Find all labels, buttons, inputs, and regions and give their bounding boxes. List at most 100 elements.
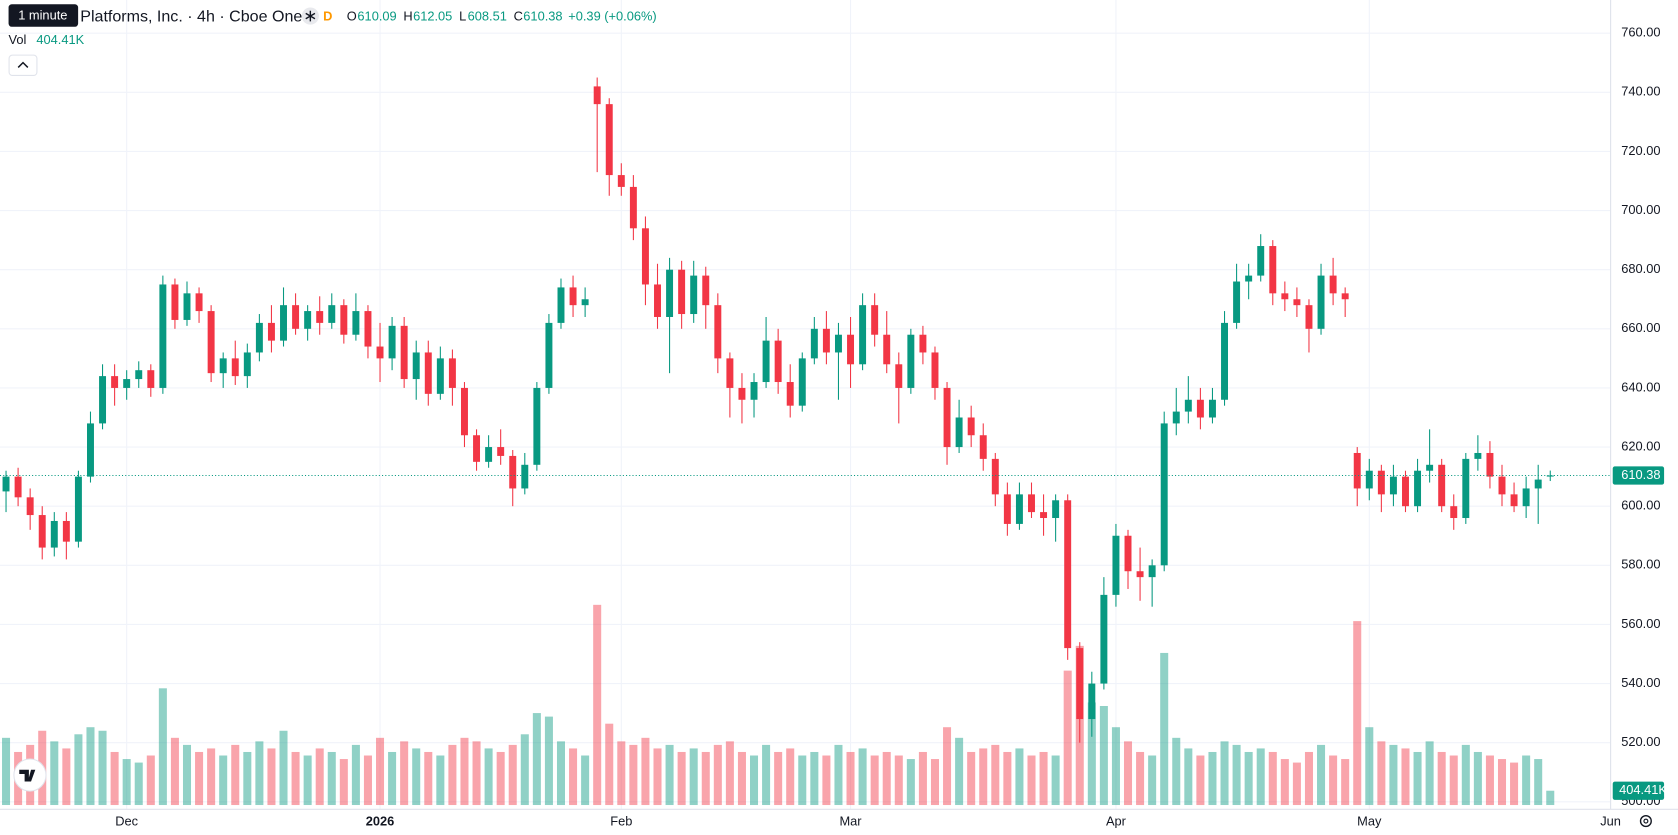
volume-bar (991, 744, 1000, 806)
volume-bar (665, 744, 674, 806)
candle-body (931, 352, 939, 388)
volume-bar (943, 727, 952, 806)
y-tick-label: 540.00 (1621, 675, 1660, 690)
candle-body (304, 311, 312, 329)
volume-bar (1534, 759, 1543, 806)
candle-body (352, 311, 360, 335)
candle-body (231, 358, 239, 377)
candle-body (545, 322, 553, 388)
candle-body (195, 293, 203, 312)
candle-body (376, 346, 384, 359)
volume-bar (2, 737, 11, 806)
volume-bar (1473, 751, 1482, 806)
x-tick-label: Dec (115, 814, 138, 829)
candle-body (1305, 305, 1313, 329)
candle-body (243, 352, 251, 377)
candle-body (1498, 476, 1506, 495)
volume-bar (725, 741, 734, 806)
candle-body (26, 497, 34, 516)
volume-bar (1136, 751, 1145, 806)
x-tick-label: May (1357, 814, 1382, 829)
settings-icon[interactable] (1639, 815, 1652, 828)
candle-body (1064, 500, 1072, 649)
logo-glyph (19, 769, 36, 782)
volume-bar (327, 751, 336, 806)
volume-bar (508, 744, 517, 806)
candle-body (485, 447, 493, 462)
candle-body (557, 287, 565, 323)
candle-body (74, 476, 82, 542)
candle-body (1438, 464, 1446, 507)
ohlc-value: 610.09 (357, 9, 396, 24)
volume-bar (195, 751, 204, 806)
volume-bar (1232, 744, 1241, 806)
volume-bar (617, 741, 626, 806)
volume-bar (834, 744, 843, 806)
volume-bar (1256, 748, 1265, 806)
candle-body (1414, 470, 1422, 507)
candle-body (1028, 494, 1035, 513)
collapse-button[interactable] (8, 54, 38, 77)
y-tick-label: 720.00 (1621, 143, 1660, 158)
volume-bar (967, 751, 976, 806)
candle-body (738, 387, 746, 400)
candle-body (798, 358, 806, 406)
candle-body (1136, 571, 1144, 578)
volume-bar (593, 604, 602, 806)
volume-bar (74, 734, 83, 806)
x-tick-label: 2026 (366, 814, 395, 829)
volume-bar (424, 751, 433, 806)
candle-body (822, 328, 830, 353)
candle-body (1317, 275, 1325, 329)
volume-bar (930, 759, 939, 806)
volume-bar (713, 744, 722, 806)
volume-bar (1123, 741, 1133, 806)
volume-bar (460, 737, 469, 806)
candle-body (1546, 475, 1554, 477)
ohlc-label: H (403, 9, 412, 24)
volume-bar (1148, 755, 1157, 806)
candle-body (1474, 452, 1482, 459)
candle-body (702, 275, 710, 306)
volume-bar (1413, 751, 1422, 806)
volume-bar (62, 748, 71, 806)
volume-bar (906, 759, 915, 806)
candle-body (280, 305, 287, 341)
volume-bar (882, 751, 891, 806)
candle-body (1257, 246, 1265, 276)
candle-body (1160, 423, 1168, 566)
candle-body (123, 379, 131, 388)
volume-value: 404.41K (36, 32, 84, 47)
price-tag (1612, 466, 1665, 485)
candle-body (1534, 479, 1542, 489)
axes: 500.00520.00540.00560.00580.00600.00620.… (115, 25, 1667, 829)
candle-body (1450, 506, 1458, 519)
x-tick-label: Jun (1600, 814, 1621, 829)
candle-body (641, 228, 649, 285)
volume-bar (822, 755, 831, 806)
candle-body (87, 423, 94, 477)
volume-bar (810, 751, 819, 806)
y-tick-label: 580.00 (1621, 557, 1660, 572)
candle-body (871, 305, 879, 335)
candle-body (1112, 535, 1120, 595)
volume-bar (641, 737, 650, 806)
candle-body (147, 370, 155, 388)
volume-bar (581, 755, 590, 806)
candle-body (1100, 594, 1108, 684)
candle-body (895, 364, 903, 388)
candle-body (50, 520, 58, 548)
volume-bar (1365, 727, 1374, 806)
volume-bar (1160, 652, 1169, 806)
volume-bar (1341, 759, 1350, 806)
volume-bar (243, 751, 252, 806)
volume-bar (1268, 751, 1277, 806)
candle-body (569, 287, 577, 306)
candle-body (1522, 488, 1530, 507)
candle-body (159, 284, 167, 388)
candle-body (1293, 299, 1301, 306)
delay-badge: D (323, 9, 332, 24)
chart-title: Platforms, Inc. · 4h · Cboe One (80, 7, 302, 25)
volume-bar (1244, 751, 1253, 806)
volume-bar (689, 748, 698, 806)
